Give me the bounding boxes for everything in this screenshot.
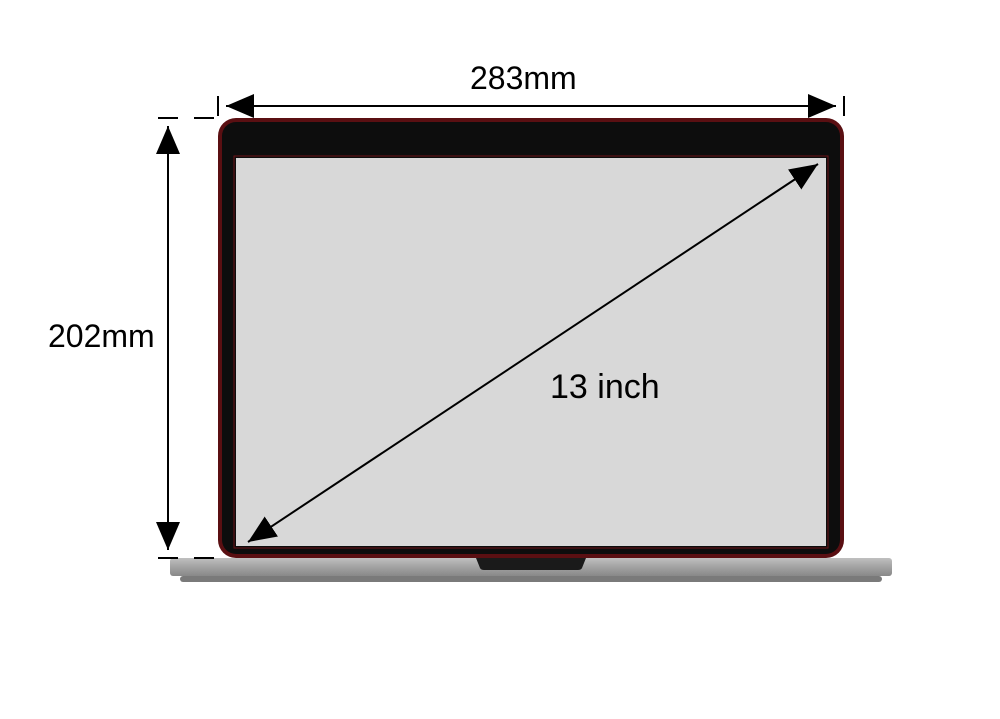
height-dimension [158,118,214,558]
width-label: 283mm [470,60,577,97]
diagram-svg [0,0,1000,714]
width-dimension [218,96,844,116]
laptop-base [170,558,892,582]
diagonal-label: 13 inch [550,368,660,407]
laptop-screen [218,118,844,558]
diagram-container: 283mm 202mm 13 inch [0,0,1000,714]
height-label: 202mm [48,318,155,355]
